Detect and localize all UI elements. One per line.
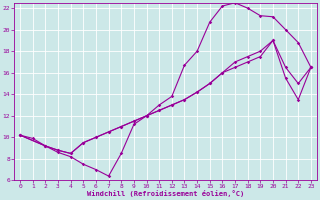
X-axis label: Windchill (Refroidissement éolien,°C): Windchill (Refroidissement éolien,°C) [87, 190, 244, 197]
